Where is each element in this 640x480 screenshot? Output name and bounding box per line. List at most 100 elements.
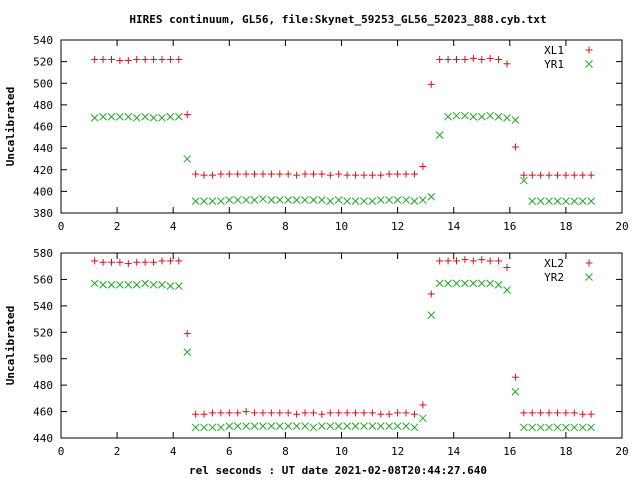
x-tick-label: 14: [447, 220, 461, 233]
data-point: [343, 171, 351, 179]
data-point: [537, 171, 545, 179]
data-point: [242, 170, 250, 178]
y-tick-label: 520: [33, 56, 53, 69]
legend-marker: [585, 259, 593, 267]
data-point: [200, 197, 208, 205]
data-point: [520, 409, 528, 417]
data-point: [478, 256, 486, 264]
data-point: [587, 423, 595, 432]
data-point: [107, 112, 116, 121]
data-point: [418, 196, 427, 204]
y-tick-label: 480: [33, 379, 53, 392]
data-point: [553, 409, 561, 417]
legend-label: XL1: [544, 44, 564, 57]
data-point: [292, 196, 301, 204]
data-point: [293, 171, 301, 179]
data-point: [343, 422, 351, 430]
data-point: [158, 257, 166, 265]
data-point: [174, 282, 183, 290]
x-tick-label: 4: [170, 220, 177, 233]
data-point: [486, 54, 494, 62]
data-point: [326, 409, 334, 417]
data-point: [326, 197, 335, 205]
data-point: [511, 116, 520, 124]
y-tick-label: 480: [33, 99, 53, 112]
data-point: [334, 196, 343, 204]
data-point: [91, 257, 99, 265]
data-point: [393, 422, 402, 430]
data-point: [301, 196, 309, 204]
data-point: [545, 171, 553, 179]
y-tick-label: 420: [33, 164, 53, 177]
data-point: [141, 258, 149, 266]
data-point: [90, 113, 99, 122]
data-point: [208, 423, 217, 432]
data-point: [175, 257, 183, 265]
data-point: [402, 409, 410, 417]
x-tick-label: 18: [559, 445, 572, 458]
data-point: [360, 422, 368, 430]
data-point: [351, 197, 360, 205]
data-point: [545, 409, 553, 417]
data-point: [562, 409, 570, 417]
data-point: [133, 55, 141, 63]
data-point: [251, 170, 259, 178]
data-point: [225, 409, 233, 417]
data-point: [150, 55, 158, 63]
data-point: [267, 409, 275, 417]
data-point: [90, 279, 99, 288]
data-point: [107, 258, 115, 266]
data-point: [284, 170, 292, 178]
data-point: [477, 112, 486, 121]
data-point: [99, 258, 107, 266]
data-point: [453, 55, 461, 63]
data-point: [427, 80, 435, 88]
data-point: [309, 170, 317, 178]
data-point: [461, 55, 469, 63]
data-point: [99, 280, 107, 289]
data-point: [166, 112, 175, 121]
data-point: [528, 171, 536, 179]
data-point: [149, 280, 158, 289]
data-point: [309, 196, 318, 204]
legend-marker: [585, 60, 593, 68]
data-point: [334, 422, 343, 430]
data-point: [377, 171, 385, 179]
data-point: [587, 197, 595, 205]
data-point: [267, 196, 276, 204]
x-tick-label: 20: [615, 445, 628, 458]
data-point: [318, 422, 326, 430]
x-tick-label: 6: [226, 220, 233, 233]
data-point: [191, 197, 200, 205]
data-point: [385, 410, 393, 418]
series-yr2: [90, 279, 595, 432]
data-point: [435, 279, 444, 288]
data-point: [368, 409, 376, 417]
data-point: [360, 409, 368, 417]
plot-frame: [60, 39, 623, 214]
data-point: [259, 409, 267, 417]
data-point: [377, 410, 385, 418]
data-point: [394, 409, 402, 417]
data-point: [124, 280, 133, 289]
x-tick-label: 18: [559, 220, 572, 233]
y-tick-label: 580: [33, 247, 53, 260]
data-point: [419, 401, 427, 409]
x-tick-label: 0: [58, 445, 65, 458]
data-point: [352, 171, 360, 179]
series-xl2: [91, 256, 595, 418]
data-point: [385, 422, 394, 430]
data-point: [132, 113, 141, 122]
data-point: [208, 409, 216, 417]
data-point: [132, 280, 141, 289]
data-point: [376, 422, 385, 430]
data-point: [427, 311, 436, 319]
data-point: [419, 163, 427, 171]
data-point: [326, 422, 335, 430]
data-point: [578, 197, 587, 205]
data-point: [149, 113, 158, 122]
data-point: [545, 423, 553, 432]
data-point: [158, 280, 166, 289]
data-point: [225, 170, 233, 178]
data-point: [200, 423, 208, 432]
